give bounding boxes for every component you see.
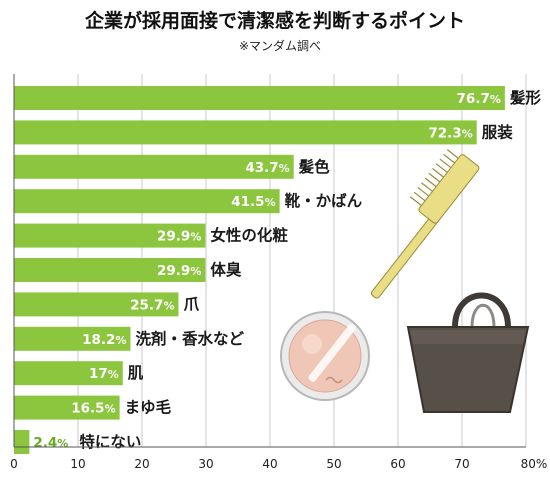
- value-number: 2.4: [33, 435, 57, 451]
- value-number: 16.5: [71, 401, 104, 417]
- handbag-icon: [406, 292, 530, 413]
- category-label: 髪形: [509, 88, 542, 107]
- category-label: 女性の化粧: [210, 226, 288, 245]
- value-label: 76.7%: [457, 91, 501, 107]
- x-tick-label: 50: [326, 457, 341, 471]
- value-number: 29.9: [157, 263, 190, 279]
- value-unit: %: [462, 127, 473, 140]
- value-number: 18.2: [82, 332, 115, 348]
- value-label: 2.4%: [33, 435, 68, 451]
- x-tick-label: 30: [198, 457, 213, 471]
- value-label: 43.7%: [245, 160, 289, 176]
- category-label: 爪: [183, 295, 199, 313]
- value-unit: %: [279, 162, 290, 175]
- value-number: 29.9: [157, 229, 190, 245]
- bar: [14, 223, 206, 248]
- category-label: 洗剤・香水など: [135, 329, 244, 348]
- value-label: 25.7%: [130, 297, 174, 313]
- value-number: 76.7: [457, 91, 490, 107]
- value-unit: %: [163, 299, 174, 312]
- bar: [14, 292, 179, 317]
- bar: [14, 154, 294, 179]
- value-number: 25.7: [130, 297, 163, 313]
- category-label: 服装: [482, 122, 514, 141]
- value-number: 41.5: [231, 194, 264, 210]
- x-tick-label: 20: [134, 457, 149, 471]
- value-unit: %: [490, 93, 501, 106]
- value-label: 72.3%: [428, 125, 472, 141]
- bars: 76.7% 髪形 72.3% 服装 43.7% 髪色 41.5% 靴・かばん 29.9% 女性の化…: [14, 86, 541, 454]
- value-unit: %: [108, 368, 119, 381]
- bar: [14, 395, 120, 420]
- category-label: 髪色: [298, 157, 331, 176]
- chart-subtitle: ※マンダム調べ: [239, 38, 321, 53]
- category-label: 特にない: [79, 432, 141, 451]
- bar: [14, 258, 206, 282]
- x-axis: 0 10 20 30 40 50 60 70 80%: [10, 74, 547, 471]
- value-label: 41.5%: [231, 194, 275, 210]
- value-unit: %: [115, 334, 126, 347]
- bar: [14, 326, 131, 351]
- x-tick-label: 80%: [521, 457, 548, 471]
- value-unit: %: [265, 196, 276, 209]
- bar: [14, 430, 30, 454]
- value-unit: %: [105, 403, 116, 416]
- value-unit: %: [57, 437, 68, 450]
- value-number: 72.3: [428, 125, 461, 141]
- compact-icon: [280, 311, 370, 401]
- value-number: 43.7: [245, 160, 278, 176]
- bar: [14, 120, 477, 145]
- value-unit: %: [190, 231, 201, 244]
- value-label: 18.2%: [82, 332, 126, 348]
- category-label: 靴・かばん: [285, 191, 363, 210]
- x-tick-label: 10: [70, 457, 85, 471]
- category-label: まゆ毛: [125, 398, 172, 417]
- value-label: 16.5%: [71, 401, 115, 417]
- comb-icon: [370, 149, 480, 299]
- bar: [14, 361, 123, 386]
- bar: [14, 86, 505, 110]
- x-tick-label: 40: [262, 457, 277, 471]
- value-unit: %: [190, 265, 201, 278]
- x-tick-label: 70: [454, 457, 469, 471]
- category-label: 肌: [128, 364, 144, 382]
- x-tick-label: 60: [390, 457, 405, 471]
- x-tick-label: 0: [10, 457, 18, 471]
- chart-title: 企業が採用面接で清潔感を判断するポイント: [84, 9, 465, 32]
- value-label: 17%: [89, 366, 119, 382]
- value-number: 17: [89, 366, 108, 382]
- value-label: 29.9%: [157, 229, 201, 245]
- bar: [14, 189, 280, 214]
- value-label: 29.9%: [157, 263, 201, 279]
- category-label: 体臭: [210, 260, 242, 279]
